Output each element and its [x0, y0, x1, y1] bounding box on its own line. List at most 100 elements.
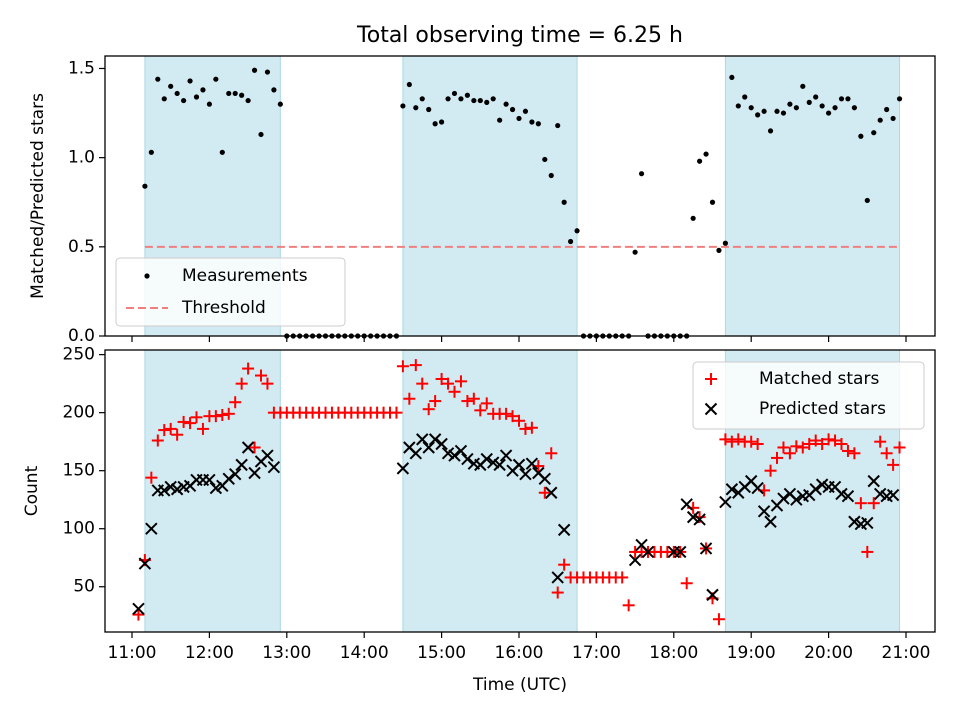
matched-stars-marker — [764, 464, 777, 477]
predicted-stars-marker — [725, 483, 739, 496]
x-tick-label: 16:00 — [495, 643, 544, 663]
predicted-stars-marker — [203, 473, 216, 487]
cross-stroke-b — [751, 481, 764, 495]
predicted-stars-marker — [764, 515, 777, 528]
cross-stroke-b — [848, 515, 861, 528]
measurement-point — [832, 105, 838, 111]
predicted-stars-marker — [441, 447, 455, 460]
cross-stroke-b — [203, 473, 216, 487]
y-tick-label: 0.5 — [68, 237, 95, 257]
predicted-stars-marker — [719, 495, 732, 509]
cross-stroke-b — [422, 441, 435, 454]
measurement-point — [884, 106, 890, 113]
predicted-stars-marker — [499, 449, 513, 462]
matched-stars-marker — [622, 599, 635, 612]
chart-title: Total observing time = 6.25 h — [356, 23, 683, 48]
matched-stars-marker — [209, 410, 222, 423]
predicted-stars-marker — [699, 542, 713, 555]
predicted-stars-marker — [241, 441, 255, 454]
predicted-stars-marker — [867, 474, 880, 488]
predicted-stars-marker — [841, 490, 855, 503]
measurement-point — [432, 121, 438, 127]
cross-stroke-b — [145, 522, 158, 535]
matched-stars-marker — [416, 377, 429, 390]
measurement-point — [419, 96, 425, 102]
measurement-point — [709, 199, 716, 205]
cross-stroke-b — [416, 433, 429, 446]
measurement-point — [471, 97, 477, 104]
predicted-stars-marker — [396, 462, 410, 475]
matched-stars-marker — [164, 422, 177, 435]
cross-stroke-b — [873, 487, 887, 501]
measurement-point — [755, 112, 761, 118]
matched-stars-marker — [525, 421, 538, 434]
x-axis-label: Time (UTC) — [472, 675, 567, 695]
cross-stroke-b — [719, 495, 732, 509]
predicted-stars-marker — [428, 433, 442, 446]
matched-stars-marker — [454, 375, 467, 388]
predicted-stars-marker — [512, 458, 526, 472]
matched-stars-marker — [177, 415, 190, 428]
matched-stars-marker — [835, 438, 848, 450]
predicted-stars-marker — [674, 545, 687, 559]
cross-stroke-b — [209, 481, 223, 495]
cross-stroke-b — [241, 441, 255, 454]
measurement-point — [787, 101, 793, 107]
matched-stars-marker — [506, 410, 519, 423]
matched-stars-marker — [745, 435, 758, 448]
measurement-point — [516, 115, 522, 122]
predicted-stars-marker — [267, 461, 281, 474]
cross-stroke-b — [867, 474, 880, 488]
x-tick-label: 12:00 — [185, 643, 234, 663]
measurement-point — [542, 156, 548, 163]
cross-stroke-b — [525, 457, 539, 470]
measurement-point — [703, 151, 709, 157]
cross-stroke-b — [228, 467, 242, 481]
measurement-point — [277, 101, 283, 107]
y-tick-label: 50 — [73, 577, 95, 597]
matched-stars-marker — [467, 392, 480, 405]
measurement-point — [838, 96, 845, 102]
predicted-stars-marker — [170, 483, 184, 496]
cross-stroke-b — [686, 510, 700, 524]
measurement-point — [426, 106, 432, 113]
cross-stroke-b — [467, 457, 481, 470]
y-tick-label: 1.0 — [68, 148, 95, 168]
measurement-point — [561, 199, 567, 205]
measurement-point — [851, 105, 858, 111]
matched-stars-marker — [145, 471, 158, 484]
predicted-stars-marker — [158, 484, 171, 497]
matched-stars-marker — [538, 486, 551, 499]
matched-stars-marker — [448, 385, 461, 398]
observing-window-band — [402, 350, 578, 632]
matched-stars-marker — [725, 435, 738, 448]
legend-measurement-marker — [144, 273, 150, 279]
measurement-point — [181, 97, 187, 104]
cross-stroke-b — [835, 487, 848, 501]
measurement-point — [497, 117, 503, 123]
matched-stars-marker — [519, 422, 532, 435]
matched-stars-marker — [403, 392, 416, 405]
measurement-point — [400, 103, 406, 109]
predicted-stars-marker — [757, 505, 771, 518]
measurement-point — [793, 105, 799, 111]
measurement-point — [638, 171, 645, 177]
matched-stars-marker — [255, 369, 267, 382]
measurement-point — [690, 215, 696, 221]
measurement-point — [535, 121, 541, 127]
measurement-point — [548, 172, 554, 179]
cross-stroke-b — [693, 513, 706, 526]
predicted-stars-marker — [164, 480, 177, 494]
predicted-stars-marker — [835, 487, 848, 501]
x-tick-label: 20:00 — [804, 643, 853, 663]
measurement-point — [774, 108, 780, 114]
matched-stars-marker — [551, 586, 564, 599]
predicted-stars-marker — [641, 545, 655, 559]
cross-stroke-b — [674, 545, 687, 559]
measurement-point — [413, 105, 419, 111]
measurement-point — [697, 158, 703, 164]
predicted-stars-marker — [461, 452, 474, 466]
matched-stars-marker — [500, 407, 513, 420]
matched-stars-marker — [809, 434, 822, 447]
predicted-stars-marker — [751, 481, 764, 495]
